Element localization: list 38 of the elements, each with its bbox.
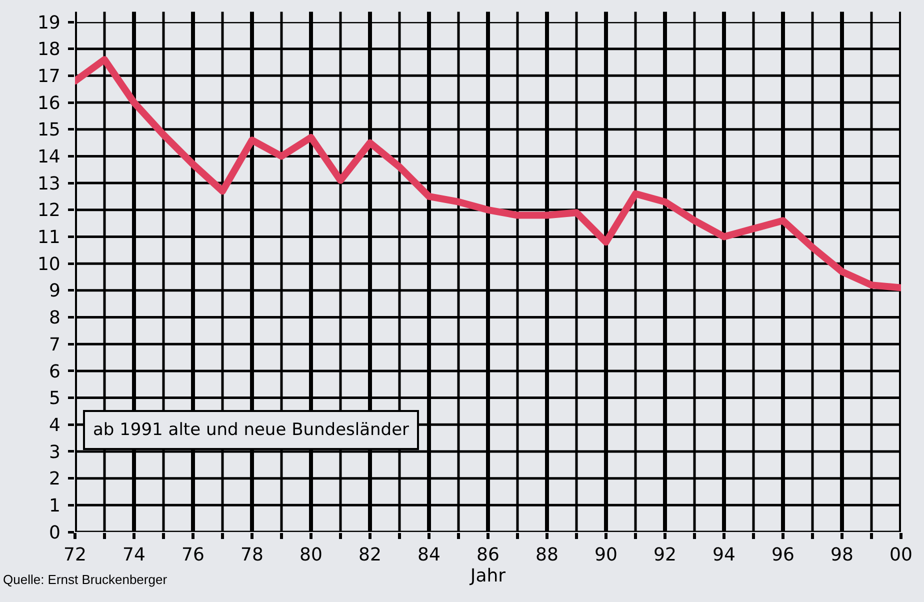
x-tick-label: 90: [594, 544, 618, 566]
y-tick-label: 5: [48, 388, 60, 410]
x-tick-label: 72: [64, 544, 86, 566]
x-tick-label: 96: [772, 544, 794, 566]
y-tick-label: 11: [37, 227, 60, 248]
x-tick-label: 76: [182, 544, 204, 566]
y-tick-label: 9: [48, 280, 60, 302]
y-tick-label: 1: [48, 495, 60, 516]
y-tick-label: 15: [37, 120, 60, 141]
x-tick-label: 80: [300, 544, 322, 566]
x-tick-label: 88: [536, 544, 558, 566]
y-tick-label: 3: [48, 442, 60, 463]
y-tick-label: 0: [48, 522, 60, 544]
x-tick-label: 92: [654, 544, 676, 566]
x-tick-label: 74: [122, 544, 146, 566]
y-tick-label: 4: [48, 414, 60, 436]
y-tick-label: 14: [37, 146, 60, 168]
y-tick-label: 12: [37, 200, 60, 222]
annotation: ab 1991 alte und neue Bundesländer: [93, 420, 410, 440]
y-tick-label: 19: [37, 12, 60, 34]
y-tick-label: 18: [37, 39, 60, 60]
y-tick-label: 8: [48, 308, 60, 329]
y-tick-label: 2: [48, 468, 60, 490]
y-tick-label: 13: [37, 173, 60, 194]
x-axis-title: Jahr: [469, 566, 506, 587]
x-tick-label: 94: [712, 544, 736, 566]
x-tick-label: 78: [240, 544, 264, 566]
y-tick-label: 17: [37, 66, 60, 87]
y-tick-label: 6: [48, 361, 60, 382]
x-tick-label: 00: [890, 544, 912, 566]
x-tick-label: 86: [476, 544, 500, 566]
x-tick-label: 84: [418, 544, 440, 566]
x-tick-label: 82: [358, 544, 382, 566]
y-tick-label: 16: [37, 92, 60, 114]
x-tick-label: 98: [830, 544, 854, 566]
source-note: Quelle: Ernst Bruckenberger: [3, 572, 168, 587]
y-tick-label: 10: [37, 254, 60, 275]
y-tick-label: 7: [48, 334, 60, 356]
